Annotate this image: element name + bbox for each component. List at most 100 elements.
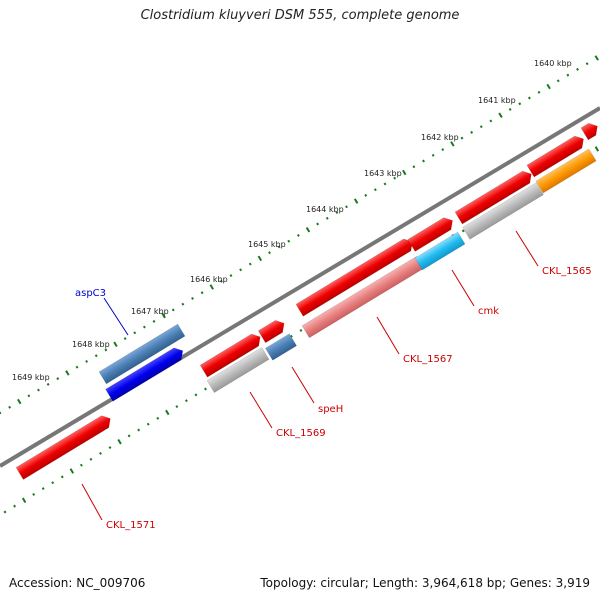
- outer-ring-minor-tick: [296, 234, 300, 237]
- gene-label-leader: [103, 297, 129, 336]
- outer-ring-minor-tick: [27, 394, 31, 398]
- outer-ring-minor-tick: [373, 188, 377, 192]
- tick-label: 1649 kbp: [12, 373, 50, 382]
- outer-ring-minor-tick: [383, 182, 387, 186]
- gene-label-leader: [81, 483, 103, 521]
- tick-label: 1643 kbp: [364, 169, 402, 178]
- outer-ring-minor-tick: [85, 359, 89, 363]
- outer-ring-minor-tick: [441, 148, 445, 152]
- outer-ring-minor-tick: [8, 405, 12, 409]
- outer-ring-major-tick: [17, 398, 22, 405]
- outer-ring-minor-tick: [585, 62, 589, 66]
- gene-feature-ckl1569: [199, 333, 261, 378]
- gene-feature-ckl1565: [462, 182, 544, 240]
- inner-ring-minor-tick: [137, 428, 141, 432]
- outer-ring-minor-tick: [219, 279, 223, 283]
- inner-ring-minor-tick: [289, 334, 293, 338]
- gene-feature-speH: [264, 333, 298, 361]
- outer-ring-major-tick: [161, 312, 166, 319]
- topology-label: Topology: circular; Length: 3,964,618 bp…: [260, 576, 590, 590]
- outer-ring-major-tick: [65, 370, 70, 376]
- gene-feature-aspC3-product: [98, 323, 186, 385]
- inner-ring-minor-tick: [108, 446, 112, 450]
- outer-ring-minor-tick: [200, 291, 204, 295]
- gene-label-leader: [376, 316, 400, 355]
- map-title: Clostridium kluyveri DSM 555, complete g…: [140, 8, 460, 23]
- gene-feature-aspC3: [105, 347, 184, 402]
- outer-ring-minor-tick: [518, 102, 522, 106]
- outer-ring-minor-tick: [412, 165, 416, 169]
- outer-ring-major-tick: [353, 198, 359, 204]
- gene-label-leader: [451, 269, 475, 307]
- inner-ring-minor-tick: [127, 434, 131, 438]
- outer-ring-minor-tick: [479, 125, 483, 129]
- tick-label: 1641 kbp: [478, 96, 516, 105]
- outer-ring-minor-tick: [142, 325, 146, 329]
- tick-label: 1646 kbp: [190, 275, 228, 284]
- outer-ring-minor-tick: [239, 268, 243, 272]
- outer-ring-minor-tick: [123, 337, 127, 341]
- gene-feature-ckl1569-pseudo: [206, 347, 270, 393]
- accession-label: Accession: NC_009706: [9, 576, 146, 590]
- inner-ring-minor-tick: [13, 504, 16, 508]
- tick-label: 1648 kbp: [72, 340, 110, 349]
- outer-ring-minor-tick: [133, 331, 137, 335]
- outer-ring-major-tick: [257, 255, 263, 262]
- inner-ring-minor-tick: [41, 487, 45, 491]
- inner-ring-major-tick: [165, 409, 170, 416]
- outer-ring-minor-tick: [489, 119, 493, 123]
- outer-ring-minor-tick: [0, 411, 2, 415]
- inner-ring-minor-tick: [51, 481, 55, 485]
- gene-label-leader: [291, 366, 315, 404]
- inner-ring-minor-tick: [60, 475, 64, 479]
- inner-ring-minor-tick: [99, 451, 102, 455]
- outer-ring-minor-tick: [268, 251, 271, 255]
- gene-feature-ckl1565-upstream: [454, 170, 532, 225]
- outer-ring-minor-tick: [393, 176, 397, 180]
- outer-ring-major-tick: [450, 141, 455, 147]
- gene-feature-cmk: [414, 231, 466, 271]
- outer-ring-minor-tick: [431, 153, 435, 157]
- outer-ring-minor-tick: [316, 222, 320, 226]
- outer-ring-minor-tick: [94, 354, 98, 358]
- inner-ring-minor-tick: [79, 463, 83, 467]
- outer-ring-minor-tick: [191, 297, 194, 300]
- outer-ring-minor-tick: [508, 108, 512, 111]
- inner-ring-minor-tick: [175, 405, 179, 409]
- gene-label: CKL_1565: [542, 266, 592, 277]
- outer-ring-minor-tick: [104, 348, 108, 352]
- inner-ring-major-tick: [21, 497, 27, 504]
- inner-ring-minor-tick: [461, 229, 465, 233]
- tick-label: 1647 kbp: [131, 307, 169, 316]
- outer-ring-major-tick: [113, 341, 118, 348]
- gene-feature-edge: [580, 122, 598, 141]
- inner-ring-minor-tick: [156, 416, 160, 420]
- gene-feature-ckl1571: [15, 415, 111, 480]
- outer-ring-minor-tick: [460, 136, 464, 140]
- gene-label-leader: [515, 230, 539, 267]
- gene-feature-cmk-upstream: [407, 217, 453, 252]
- gene-feature-orange: [535, 148, 597, 194]
- outer-ring-minor-tick: [248, 262, 252, 266]
- inner-ring-minor-tick: [194, 393, 198, 397]
- outer-ring-minor-tick: [277, 245, 281, 249]
- gene-label: CKL_1567: [403, 354, 453, 365]
- outer-ring-minor-tick: [56, 377, 60, 381]
- tick-label: 1640 kbp: [534, 59, 572, 68]
- gene-label: aspC3: [75, 288, 106, 299]
- outer-ring-major-tick: [594, 55, 599, 61]
- inner-ring-minor-tick: [146, 422, 150, 426]
- outer-ring-minor-tick: [556, 79, 560, 83]
- genome-backbone: [0, 106, 600, 468]
- outer-ring-minor-tick: [152, 319, 156, 323]
- outer-ring-minor-tick: [470, 130, 474, 134]
- inner-ring-minor-tick: [204, 387, 207, 391]
- outer-ring-minor-tick: [75, 365, 79, 369]
- outer-ring-minor-tick: [171, 308, 175, 312]
- outer-ring-major-tick: [546, 83, 551, 90]
- gene-feature-ckl1567: [295, 238, 413, 317]
- outer-ring-minor-tick: [527, 96, 531, 100]
- outer-ring-minor-tick: [46, 382, 50, 386]
- tick-label: 1642 kbp: [421, 133, 459, 142]
- outer-ring-minor-tick: [37, 388, 40, 392]
